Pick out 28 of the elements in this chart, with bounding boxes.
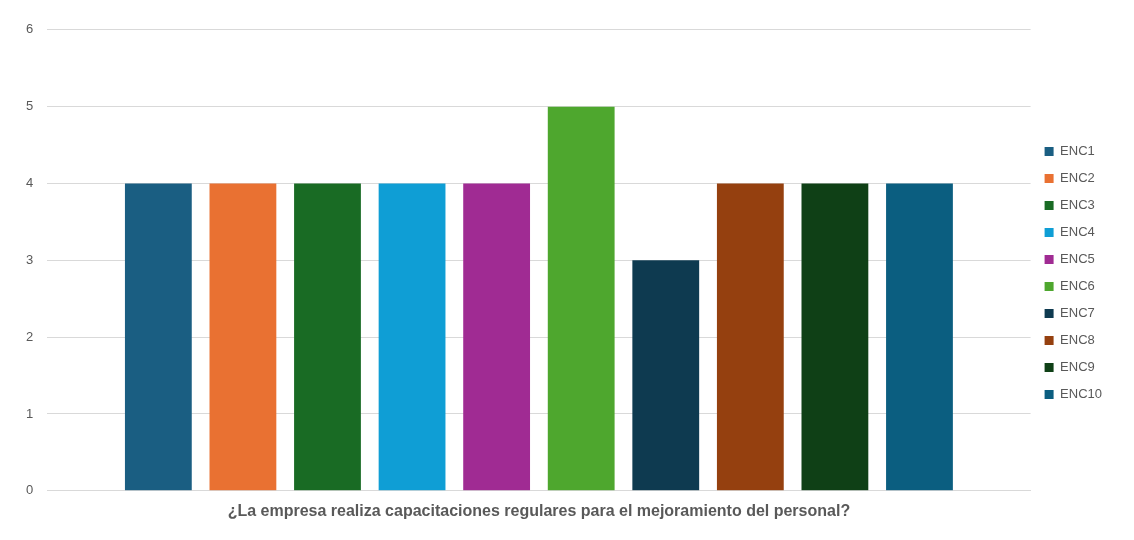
y-tick-label: 5	[26, 98, 34, 114]
bar	[124, 183, 192, 491]
legend-label: ENC4	[1060, 224, 1095, 240]
bar	[463, 183, 531, 491]
bar	[886, 183, 953, 491]
legend-label: ENC5	[1060, 251, 1095, 267]
legend-label: ENC3	[1060, 197, 1095, 213]
legend-label: ENC2	[1060, 170, 1095, 186]
y-tick-label: 4	[26, 175, 34, 191]
bar	[716, 183, 784, 491]
bar	[547, 106, 615, 491]
bar	[378, 183, 446, 491]
legend-label: ENC10	[1060, 386, 1103, 402]
y-tick-label: 1	[26, 405, 34, 421]
bar	[801, 183, 869, 491]
legend-label: ENC9	[1060, 359, 1095, 375]
legend-label: ENC1	[1060, 143, 1095, 159]
y-tick-label: 6	[26, 21, 34, 37]
legend-label: ENC6	[1060, 278, 1095, 294]
bar	[294, 183, 361, 491]
bar	[209, 183, 277, 491]
y-tick-label: 3	[26, 251, 34, 267]
y-tick-label: 0	[26, 482, 34, 498]
bar	[632, 260, 700, 491]
x-tick-label: ¿La empresa realiza capacitaciones regulares para el mejoramiento del personal?	[227, 501, 851, 519]
legend-label: ENC8	[1060, 332, 1095, 348]
legend-label: ENC7	[1060, 305, 1095, 321]
y-tick-label: 2	[26, 328, 34, 344]
